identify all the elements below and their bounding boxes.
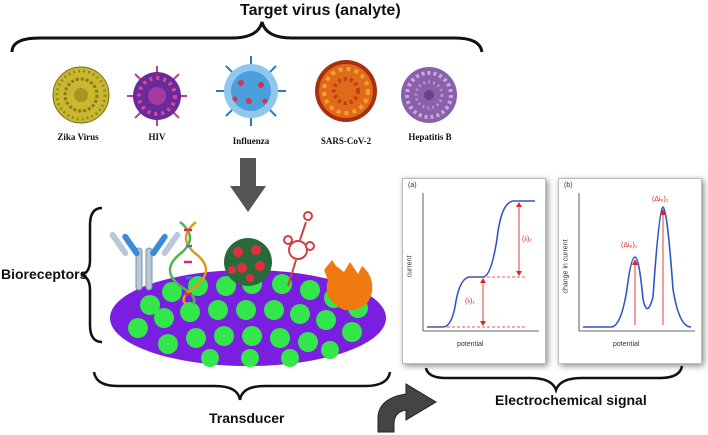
sars-cov-2-virus-icon [315, 60, 377, 122]
virus-label-zika: Zika Virus [57, 132, 99, 142]
graph-a-annotation-bottom: (iₗ)₁ [465, 298, 475, 305]
hiv-virus-icon [127, 66, 187, 126]
virus-influenza: Influenza [205, 55, 295, 155]
down-arrow-icon [230, 158, 266, 212]
enzyme-receptor-icon [324, 260, 373, 311]
transducer-label: Transducer [209, 410, 285, 426]
graph-b-annotation-left: (Δiₚ)₁ [621, 242, 638, 249]
left-brace [80, 206, 103, 344]
graph-a-plot [422, 193, 539, 332]
hepatitis-b-virus-icon [401, 67, 457, 123]
graph-b-panel: (b) change in current potential (Δiₚ)₁ (… [558, 178, 702, 364]
virus-label-sars-cov-2: SARS-CoV-2 [320, 136, 372, 146]
antibody-icon [109, 231, 181, 291]
molecular-receptor-icon [224, 238, 272, 286]
diagram-title: Target virus (analyte) [240, 2, 401, 19]
dna-helix-icon [168, 221, 208, 305]
graph-b-plot [578, 193, 695, 332]
virus-zika: Zika Virus [38, 62, 128, 154]
graph-a-panel: (a) current potential (iₗ)₂ (iₗ)₁ [402, 178, 546, 364]
graph-b-annotation-right: (Δiₚ)₂ [652, 196, 669, 203]
electrochemical-signal-label: Electrochemical signal [495, 392, 647, 408]
curved-arrow-icon [377, 383, 437, 433]
aptamer-icon [283, 211, 315, 287]
top-brace [10, 21, 484, 53]
graph-a-annotation-top: (iₗ)₂ [522, 236, 533, 243]
graph-a-tag: (a) [408, 182, 417, 189]
transducer-surface [109, 211, 386, 367]
graph-a-xlabel: potential [457, 341, 484, 348]
zika-virus-icon [52, 66, 110, 124]
influenza-virus-icon [216, 56, 286, 126]
bottom-brace [92, 365, 684, 401]
graph-b-xlabel: potential [613, 341, 640, 348]
virus-sars-cov-2: SARS-CoV-2 [300, 55, 390, 155]
virus-label-hiv: HIV [148, 132, 166, 142]
bioreceptors-label: Bioreceptors [1, 266, 88, 282]
virus-hepatitis-b: Hepatitis B [378, 62, 478, 154]
graph-b-tag: (b) [564, 182, 573, 189]
virus-label-hepatitis-b: Hepatitis B [408, 132, 452, 142]
virus-hiv: HIV [113, 62, 203, 154]
virus-label-influenza: Influenza [232, 136, 270, 146]
